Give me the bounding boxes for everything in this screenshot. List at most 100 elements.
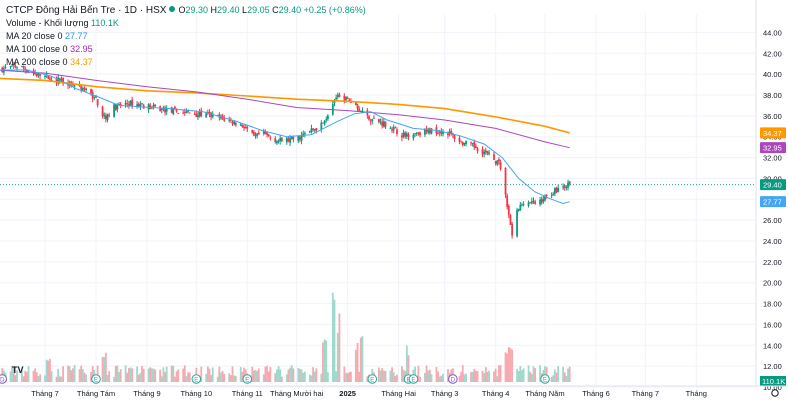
candle-body [563, 185, 566, 188]
volume-bar [407, 355, 410, 382]
candle-body [152, 104, 155, 107]
candle-body [534, 201, 537, 204]
candle-body [239, 124, 242, 126]
volume-bar [447, 369, 449, 382]
volume-bar [136, 366, 139, 382]
candle-body [114, 104, 117, 111]
volume-bar [164, 371, 166, 382]
candle-body [447, 133, 449, 136]
candle-body [141, 103, 143, 105]
candle-body [506, 195, 509, 207]
volume-bar [160, 376, 163, 382]
volume-bar [481, 370, 484, 382]
time-axis-tick-label: Tháng 6 [582, 389, 610, 398]
candle-body [568, 181, 571, 185]
candle-body [430, 128, 433, 134]
candle-body [198, 111, 201, 117]
volume-bar [312, 367, 314, 382]
earnings-marker-icon[interactable] [408, 374, 419, 384]
price-axis-tick-label: 22.00 [763, 258, 782, 267]
candle-body [246, 127, 249, 129]
earnings-marker-icon[interactable] [367, 374, 378, 384]
volume-bar [24, 370, 27, 382]
volume-bar [507, 346, 510, 382]
candle-body [389, 128, 392, 129]
volume-bar [366, 376, 369, 382]
volume-bar [277, 366, 280, 382]
dividend-marker-icon[interactable] [0, 374, 8, 384]
price-axis-tick-label: 42.00 [763, 49, 782, 58]
volume-bar [391, 367, 393, 382]
volume-bar [348, 372, 351, 382]
price-axis-tick-label: 12.00 [763, 362, 782, 371]
volume-bar [83, 372, 86, 382]
volume-bar [256, 370, 259, 382]
candle-body [425, 129, 428, 132]
volume-bar [221, 371, 224, 382]
volume-bar [279, 369, 282, 382]
volume-bar [438, 376, 441, 382]
candle-body [83, 88, 86, 89]
candle-body [62, 77, 64, 84]
candle-body [174, 106, 176, 109]
volume-bar [428, 369, 431, 382]
candle-body [509, 215, 512, 225]
candle-body [24, 68, 27, 70]
volume-bar [519, 366, 522, 382]
volume-bar [437, 371, 439, 382]
volume-bar [44, 375, 46, 382]
candle-body [381, 121, 384, 127]
ma100-line [0, 69, 570, 149]
candle-body [101, 106, 104, 117]
volume-bar [486, 372, 489, 382]
event-marker-letter: E [406, 378, 410, 384]
earnings-marker-icon[interactable] [242, 374, 253, 384]
volume-bar [165, 366, 168, 382]
earnings-marker-icon[interactable] [540, 374, 550, 384]
volume-bar [70, 370, 73, 382]
candle-body [412, 134, 415, 139]
candle-body [49, 78, 51, 80]
volume-bar [45, 359, 48, 382]
volume-bar [39, 374, 41, 382]
candle-body [252, 132, 255, 136]
volume-bar [440, 375, 443, 382]
volume-bar [290, 365, 293, 382]
time-axis-tick-label: Tháng 7 [632, 389, 660, 398]
candle-body [285, 137, 288, 143]
time-axis-tick-label: Tháng 11 [232, 389, 263, 398]
candle-body [73, 85, 76, 87]
volume-bar [175, 371, 178, 382]
price-axis-tick-label: 24.00 [763, 237, 782, 246]
volume-bar [113, 376, 115, 382]
volume-bar [463, 374, 466, 382]
candle-body [277, 140, 280, 142]
candle-body [542, 199, 545, 202]
dividend-marker-icon[interactable] [448, 374, 458, 384]
volume-bar [218, 366, 221, 382]
candle-body [377, 119, 380, 123]
earnings-marker-icon[interactable] [191, 374, 202, 384]
volume-bar [504, 352, 507, 382]
volume-bar [465, 373, 467, 382]
volume-bar [47, 360, 50, 382]
earnings-marker-icon[interactable] [91, 374, 101, 384]
volume-bar [442, 373, 444, 382]
candle-body [34, 72, 37, 75]
candle-body [175, 108, 178, 112]
candle-body [325, 119, 328, 121]
candle-body [256, 133, 259, 136]
candle-body [553, 187, 556, 194]
volume-bar [154, 369, 157, 382]
candle-body [519, 204, 522, 211]
volume-bar [162, 367, 165, 382]
candle-body [129, 100, 132, 106]
volume-bar [343, 366, 346, 382]
candle-body [550, 195, 553, 197]
candle-body [243, 126, 245, 129]
settings-gear-icon[interactable] [771, 389, 779, 397]
volume-bar [220, 372, 222, 382]
volume-bar [208, 368, 211, 382]
